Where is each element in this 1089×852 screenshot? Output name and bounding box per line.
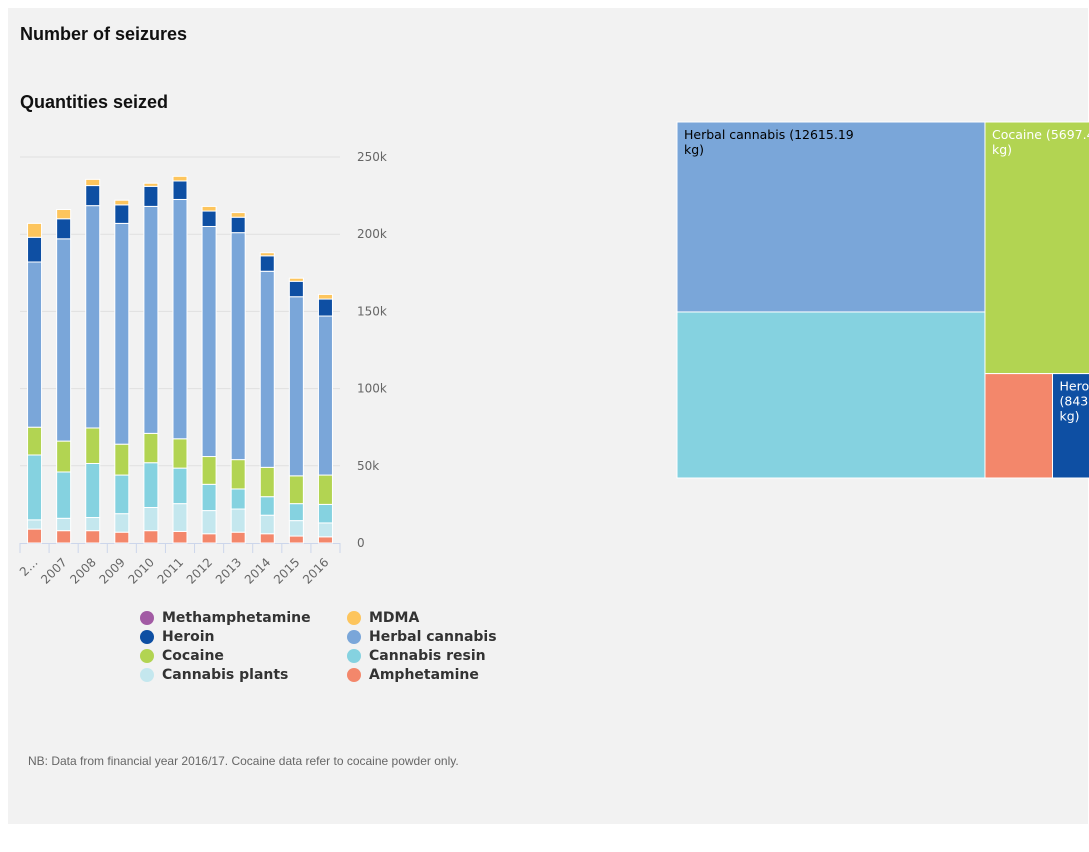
legend-marker [347,667,361,682]
bar-segment-mdma[interactable] [172,175,188,182]
bar-segment-mdma[interactable] [201,205,217,212]
legend-item-herbal-cannabis[interactable]: Herbal cannabis [347,627,527,646]
legend-item-cocaine[interactable]: Cocaine [140,646,347,665]
treemap-rect[interactable] [676,311,986,479]
seizures-bar-chart: 050k100k150k200k250k2…200720082009201020… [17,150,387,587]
legend-marker [140,648,154,663]
legend-label: Heroin [162,628,215,645]
legend-item-methamphetamine[interactable]: Methamphetamine [140,608,347,627]
legend: Methamphetamine MDMA Heroin Herbal cannabis… [140,608,530,684]
seizures-title: Number of seizures [20,24,188,44]
treemap-rect[interactable] [676,121,986,313]
treemap-label: Herbal cannabis (12615.19 kg) [684,127,854,157]
y-tick-label: 200k [357,227,387,241]
bar-segment-mdma[interactable] [317,293,333,300]
legend-marker [140,610,154,625]
y-tick-label: 250k [357,150,387,164]
legend-marker [347,610,361,625]
legend-marker [347,629,361,644]
quantities-title: Quantities seized [20,92,169,112]
legend-label: Cannabis plants [162,666,289,683]
legend-marker [347,648,361,663]
treemap-rect[interactable] [984,373,1054,479]
legend-item-cannabis-plants[interactable]: Cannabis plants [140,665,347,684]
bar-segment-mdma[interactable] [114,199,130,206]
bar-segment-mdma[interactable] [259,252,275,257]
legend-item-heroin[interactable]: Heroin [140,627,347,646]
treemap-cell-herbal-cannabis[interactable]: Herbal cannabis (12615.19 kg) [676,121,986,313]
legend-label: Cocaine [162,647,224,664]
treemap-rect[interactable] [1052,373,1089,479]
y-tick-label: 0 [357,536,365,550]
legend-label: Amphetamine [369,666,479,683]
legend-item-amphetamine[interactable]: Amphetamine [347,665,527,684]
footnote: NB: Data from financial year 2016/17. Co… [28,754,459,768]
treemap-cell-cocaine[interactable]: Cocaine (5697.481kg) [984,121,1089,375]
treemap-label: Heroin(843.934kg) [1060,379,1089,424]
legend-label: MDMA [369,609,420,626]
bar-segment-mdma[interactable] [27,222,43,238]
legend-label: Cannabis resin [369,647,486,664]
legend-marker [140,667,154,682]
bar-segment-mdma[interactable] [56,208,72,220]
y-tick-label: 50k [357,459,379,473]
bar-segment-mdma[interactable] [288,277,304,282]
bar-segment-mdma[interactable] [85,178,101,187]
treemap-cell-cannabis-resin[interactable] [676,311,986,479]
y-tick-label: 150k [357,304,387,318]
treemap-rect[interactable] [984,121,1089,375]
bar-segment-mdma[interactable] [143,182,159,187]
bar-segment-mdma[interactable] [230,212,246,218]
treemap-label: Cocaine (5697.481kg) [992,127,1089,157]
legend-item-cannabis-resin[interactable]: Cannabis resin [347,646,527,665]
legend-label: Methamphetamine [162,609,311,626]
legend-item-mdma[interactable]: MDMA [347,608,527,627]
legend-label: Herbal cannabis [369,628,497,645]
quantities-treemap: Herbal cannabis (12615.19 kg) Cocaine (569… [676,121,1089,479]
y-tick-label: 100k [357,382,387,396]
treemap-cell-amphetamine[interactable] [984,373,1054,479]
treemap-cell-heroin[interactable]: Heroin(843.934kg) [1052,373,1089,479]
legend-marker [140,629,154,644]
